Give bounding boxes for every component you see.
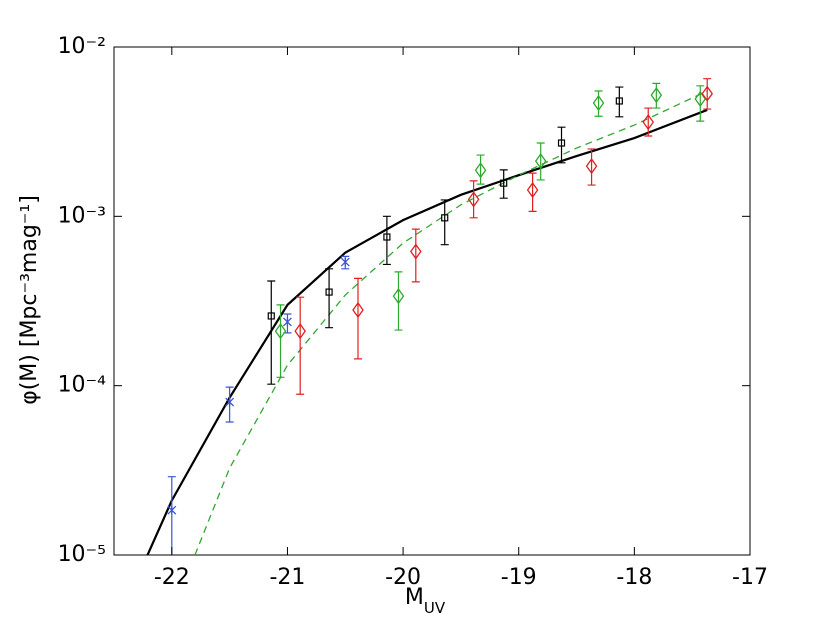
marker-square [267,312,275,320]
error-bar [594,90,603,117]
marker-diamond [526,181,539,199]
y-tick-label: 10⁻⁴ [58,373,107,398]
marker-square [557,139,566,147]
error-bar [394,271,403,331]
x-axis-label: MUV [405,585,446,617]
marker-diamond [592,94,605,112]
marker-diamond [467,191,480,208]
y-tick-label: 10⁻⁵ [58,542,106,567]
error-bar [325,268,334,329]
y-axis-label: φ(M) [Mpc⁻³mag⁻¹] [17,195,42,405]
error-bar [587,148,596,186]
model-curve [194,90,708,555]
error-bar [440,199,449,246]
marker-diamond [410,243,422,260]
x-tick-label: -18 [616,565,652,590]
error-bar [703,78,712,110]
marker-diamond [650,86,663,104]
marker-square [325,288,333,296]
plot-frame [113,46,751,556]
model-curve [146,108,708,555]
x-axis-label-sub: UV [424,599,446,617]
error-bar [469,180,478,219]
marker-x [225,397,235,407]
y-tick-label: 10⁻² [58,34,106,59]
marker-x [282,317,292,327]
error-bar [557,126,566,164]
marker-x [167,505,177,515]
error-bar [353,277,362,360]
marker-diamond [352,301,364,319]
x-tick-label: -21 [269,565,305,590]
error-bar [411,228,420,283]
marker-square [500,179,508,187]
error-bar [476,154,485,185]
marker-square [441,214,449,222]
marker-diamond [274,322,287,340]
error-bar [276,304,285,378]
marker-diamond [642,114,655,131]
marker-square [383,233,391,241]
plot-area [146,78,714,555]
x-tick-label: -17 [732,565,768,590]
marker-x [340,257,350,267]
error-bar [528,172,537,212]
y-tick-label: 10⁻³ [58,203,106,228]
marker-diamond [585,157,598,175]
marker-diamond [701,85,714,102]
error-bar [644,107,653,137]
error-bar [536,142,545,181]
marker-diamond [294,322,306,340]
marker-diamond [474,162,487,179]
error-bar [267,280,276,385]
marker-square [615,97,623,105]
x-tick-label: -19 [501,565,537,590]
error-bar [615,86,624,118]
x-tick-label: -22 [154,565,190,590]
x-axis-label-main: M [405,585,424,610]
error-bar [296,296,305,395]
marker-diamond [392,287,405,305]
marker-diamond [534,152,547,170]
error-bar [499,169,508,199]
x-tick-label: -20 [385,565,421,590]
